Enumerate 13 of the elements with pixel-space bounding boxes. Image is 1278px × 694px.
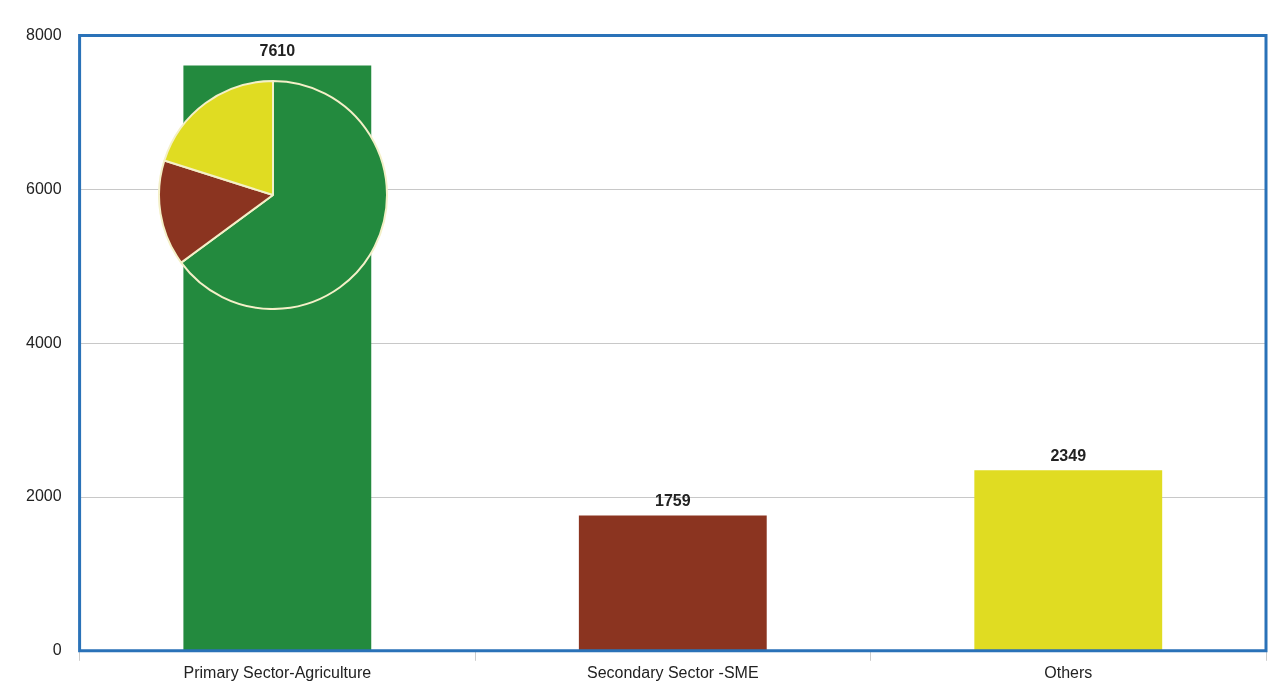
- bar: [974, 470, 1163, 651]
- x-tick-label: Others: [1044, 663, 1093, 681]
- bar: [578, 515, 767, 651]
- x-tick-label: Secondary Sector -SME: [586, 663, 759, 681]
- y-tick-label: 0: [52, 641, 62, 659]
- y-tick-label: 6000: [26, 179, 62, 197]
- y-tick-label: 4000: [26, 333, 62, 351]
- y-tick-label: 8000: [26, 26, 62, 44]
- data-label: 2349: [1050, 446, 1087, 464]
- data-label: 7610: [259, 42, 296, 59]
- x-tick-label: Primary Sector-Agriculture: [183, 663, 372, 681]
- data-label: 1759: [655, 491, 691, 509]
- y-tick-label: 2000: [26, 487, 62, 505]
